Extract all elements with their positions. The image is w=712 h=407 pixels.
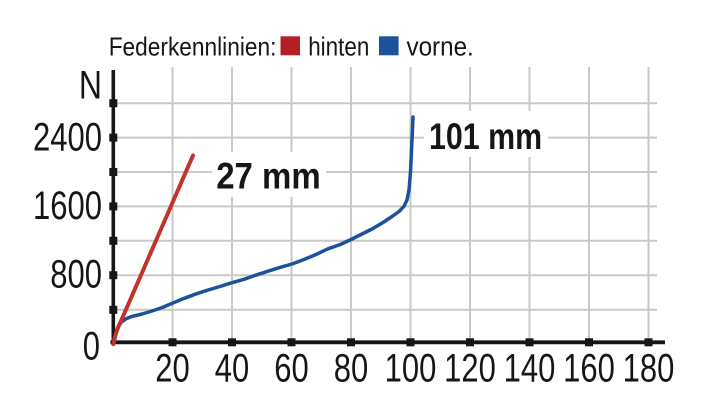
svg-text:20: 20 <box>155 346 189 391</box>
svg-text:100: 100 <box>385 346 437 391</box>
svg-text:vorne.: vorne. <box>407 33 474 62</box>
svg-text:N: N <box>79 62 102 107</box>
svg-text:80: 80 <box>334 346 368 391</box>
svg-text:140: 140 <box>504 346 556 391</box>
svg-text:27 mm: 27 mm <box>216 156 321 197</box>
svg-text:160: 160 <box>563 346 615 391</box>
svg-text:40: 40 <box>215 346 249 391</box>
svg-text:2400: 2400 <box>33 115 102 160</box>
svg-text:0: 0 <box>83 324 100 369</box>
svg-text:hinten: hinten <box>308 33 369 62</box>
svg-text:180: 180 <box>623 346 675 391</box>
svg-text:60: 60 <box>274 346 308 391</box>
svg-text:120: 120 <box>444 346 496 391</box>
svg-text:Federkennlinien:: Federkennlinien: <box>109 33 277 62</box>
svg-text:800: 800 <box>50 252 102 297</box>
svg-text:101 mm: 101 mm <box>429 116 542 158</box>
svg-text:1600: 1600 <box>33 183 102 228</box>
